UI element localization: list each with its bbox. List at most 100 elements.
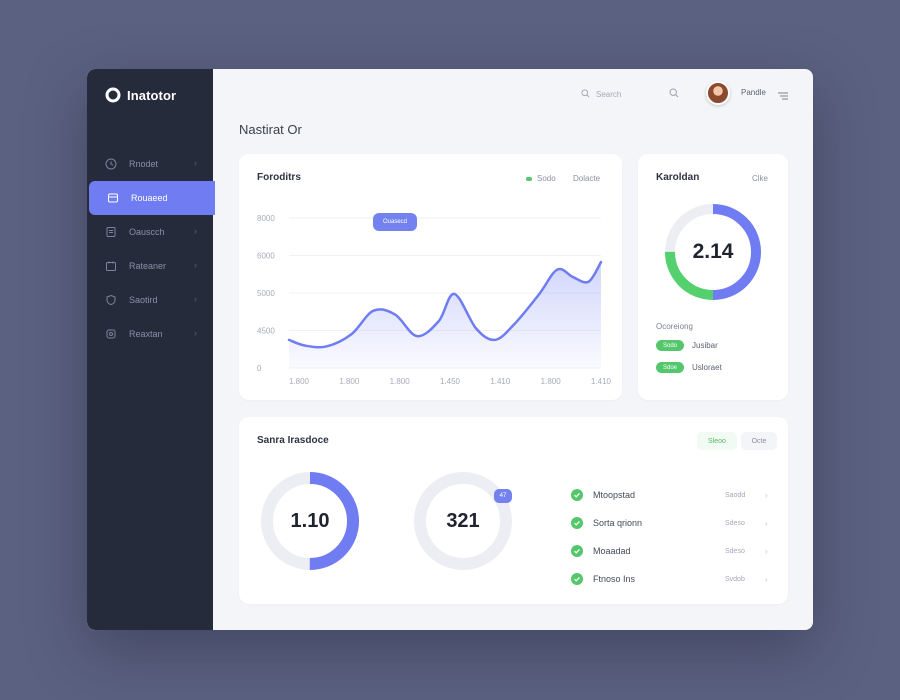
user-name[interactable]: Pandle [741, 88, 766, 97]
list-item-label: Sorta qrionn [593, 518, 643, 528]
ring-center-value: 2.14 [692, 240, 734, 263]
donut2-track [414, 472, 512, 570]
x-tick-label: 1.410 [591, 377, 612, 386]
chart-card: Foroditrs Sodo Dolacte 8000 6000 5000 4500 0… [239, 154, 622, 400]
y-tick-label: 5000 [257, 289, 275, 298]
search-submit-icon[interactable] [669, 88, 679, 100]
sidebar: Inatotor Rnodet › Rouaeed Oauscch [87, 69, 215, 630]
sidebar-item-label: Rnodet [129, 159, 159, 169]
list-item-label: Ftnoso Ins [593, 574, 636, 584]
chart-legend[interactable]: Sodo [526, 174, 556, 183]
legend-label: Sodo [537, 174, 556, 183]
chart-tooltip[interactable]: Ouasecd [373, 213, 417, 231]
summary-title: Sanra Irasdoce [257, 435, 329, 446]
ring-card-action-label: Clke [752, 174, 769, 183]
avatar[interactable] [706, 81, 730, 105]
sidebar-item-label: Saotird [129, 295, 158, 305]
x-tick-label: 1.410 [490, 377, 511, 386]
check-icon [571, 517, 583, 529]
check-icon [571, 489, 583, 501]
status-badge: Sdoe [656, 362, 684, 373]
donut2-badge: 47 [494, 489, 512, 503]
chevron-right-icon: › [765, 574, 768, 584]
document-icon [105, 226, 117, 238]
range-label: Dolacte [573, 174, 601, 183]
chevron-right-icon: › [765, 546, 768, 556]
tab-active[interactable]: Sleoo [697, 432, 737, 450]
ring-card-title: Karoldan [656, 172, 700, 183]
ring-legend-label: Usloraet [692, 363, 722, 372]
list-item[interactable]: Mtoopstad Saodd › [571, 487, 781, 503]
chevron-right-icon: › [194, 226, 197, 236]
tab-other[interactable]: Octe [741, 432, 777, 450]
list-item[interactable]: Moaadad Sdeso › [571, 543, 781, 559]
sidebar-item-label: Reaxtan [129, 329, 163, 339]
list-item-value: Sdeso [725, 547, 745, 555]
settings-icon [105, 328, 117, 340]
chart-title: Foroditrs [257, 172, 301, 183]
list-item[interactable]: Ftnoso Ins Svdob › [571, 571, 781, 587]
x-tick-label: 1.800 [289, 377, 310, 386]
ring-legend-row[interactable]: Sodo Jusibar [656, 340, 718, 351]
search-placeholder: Search [596, 89, 622, 99]
page-title: Nastirat Or [239, 122, 302, 137]
list-item-value: Saodd [725, 491, 746, 499]
x-tick-label: 1.800 [339, 377, 360, 386]
chart-series-line [287, 260, 603, 349]
summary-card: Sanra Irasdoce Sleoo Octe 1.10 321 [239, 417, 788, 604]
sidebar-item-6[interactable]: Reaxtan › [87, 317, 213, 351]
list-item-value: Sdeso [725, 519, 745, 527]
sidebar-item-1[interactable]: Rnodet › [87, 147, 213, 181]
app-window: Inatotor Rnodet › Rouaeed Oauscch [87, 69, 813, 630]
legend-swatch [526, 176, 532, 181]
sidebar-item-4[interactable]: Rateaner › [87, 249, 213, 283]
ring-card: Karoldan Clke 2.14 Ocoreiong Sodo Jusiba… [638, 154, 788, 400]
ring-legend-label: Jusibar [692, 341, 718, 350]
sidebar-item-label: Oauscch [129, 227, 165, 237]
sidebar-item-label: Rateaner [129, 261, 167, 271]
check-icon [571, 573, 583, 585]
sidebar-item-2[interactable]: Rouaeed [89, 181, 215, 215]
check-icon [571, 545, 583, 557]
calendar-icon [105, 260, 117, 272]
ring-legend-row[interactable]: Sdoe Usloraet [656, 362, 722, 373]
search-input[interactable]: Search [573, 82, 683, 106]
brand-name: Inatotor [127, 87, 177, 103]
chevron-right-icon: › [765, 490, 768, 500]
clock-icon [105, 158, 117, 170]
grid-icon [107, 192, 119, 204]
list-item-value: Svdob [725, 575, 745, 583]
y-tick-label: 4500 [257, 327, 275, 336]
status-badge: Sodo [656, 340, 684, 351]
ring-segment-green [665, 204, 761, 300]
sidebar-item-5[interactable]: Saotird › [87, 283, 213, 317]
chart-range-selector[interactable]: Dolacte [573, 174, 600, 183]
donut2-value: 321 [446, 510, 480, 532]
chevron-right-icon: › [765, 518, 768, 528]
filter-menu-icon[interactable] [777, 88, 789, 106]
sidebar-item-label: Rouaeed [131, 193, 168, 203]
chart-area-fill [289, 262, 601, 368]
ring-chart [665, 204, 761, 300]
x-tick-label: 1.800 [541, 377, 562, 386]
shield-icon [105, 294, 117, 306]
search-icon [581, 88, 590, 100]
summary-donuts [261, 472, 512, 570]
x-tick-label: 1.800 [390, 377, 411, 386]
y-tick-label: 0 [257, 364, 262, 373]
sidebar-item-3[interactable]: Oauscch › [87, 215, 213, 249]
chevron-right-icon: › [194, 328, 197, 338]
chevron-right-icon: › [194, 294, 197, 304]
logo-icon [105, 87, 121, 103]
y-tick-label: 6000 [257, 252, 275, 261]
list-item[interactable]: Sorta qrionn Sdeso › [571, 515, 781, 531]
chevron-right-icon: › [194, 260, 197, 270]
sidebar-nav: Rnodet › Rouaeed Oauscch › Rate [87, 147, 215, 351]
area-chart: 8000 6000 5000 4500 0 1.800 1.800 1.800 1.450 1.… [257, 214, 612, 386]
list-item-label: Moaadad [593, 546, 631, 556]
brand[interactable]: Inatotor [105, 87, 176, 103]
donut1-value: 1.10 [290, 510, 330, 532]
y-tick-label: 8000 [257, 214, 275, 223]
ring-card-action[interactable]: Clke [752, 174, 768, 183]
x-tick-label: 1.450 [440, 377, 461, 386]
